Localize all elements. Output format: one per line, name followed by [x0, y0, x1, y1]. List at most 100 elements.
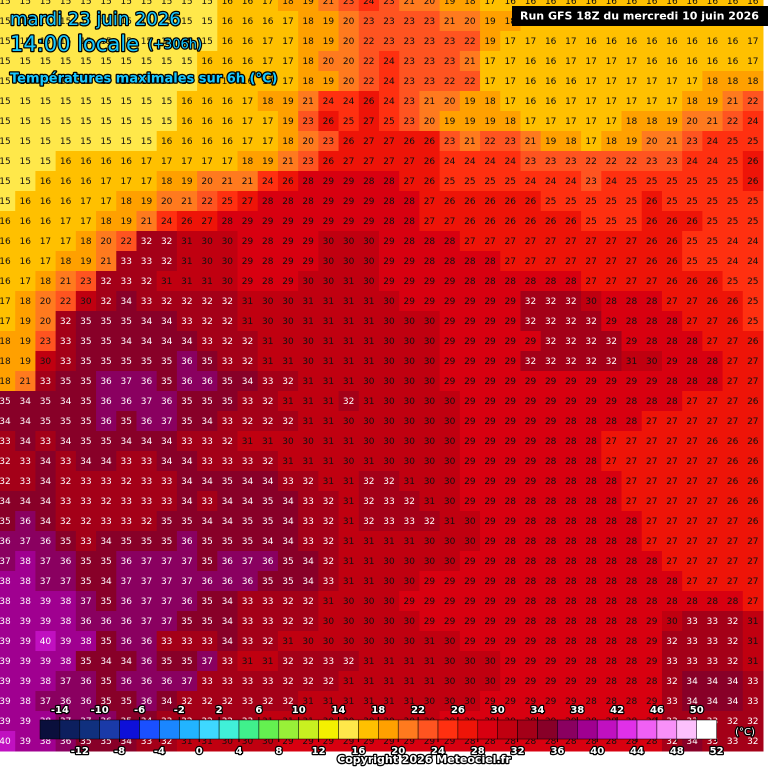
grid-cell — [116, 171, 137, 192]
grid-value: 28 — [525, 517, 537, 527]
grid-cell — [217, 191, 239, 212]
grid-value: 16 — [222, 137, 234, 147]
grid-value: 37 — [80, 597, 91, 607]
grid-value: 33 — [141, 297, 152, 307]
grid-value: 34 — [282, 517, 294, 527]
grid-value: 27 — [707, 457, 718, 467]
grid-value: 40 — [40, 637, 52, 647]
grid-cell — [338, 251, 360, 272]
grid-cell — [520, 231, 542, 252]
grid-value: 36 — [141, 377, 153, 387]
grid-value: 29 — [484, 557, 496, 567]
grid-value: 23 — [403, 117, 414, 127]
grid-value: 29 — [484, 537, 496, 547]
grid-cell — [601, 91, 623, 112]
grid-cell — [237, 31, 259, 52]
grid-value: 16 — [585, 0, 597, 7]
grid-value: 20 — [323, 57, 335, 67]
grid-cell — [237, 211, 259, 232]
grid-cell — [399, 131, 420, 152]
grid-cell — [439, 171, 461, 192]
grid-value: 34 — [0, 497, 11, 507]
grid-cell — [540, 231, 562, 252]
grid-value: 28 — [585, 597, 597, 607]
grid-value: 18 — [626, 117, 638, 127]
grid-cell — [682, 231, 703, 252]
grid-value: 34 — [161, 337, 173, 347]
grid-value: 33 — [121, 517, 132, 527]
grid-value: 17 — [121, 177, 132, 187]
grid-value: 33 — [242, 637, 253, 647]
grid-value: 27 — [626, 437, 637, 447]
grid-value: 15 — [141, 0, 152, 7]
colorbar-swatch — [676, 719, 697, 740]
grid-value: 16 — [0, 257, 11, 267]
grid-value: 30 — [403, 557, 415, 567]
grid-value: 25 — [383, 117, 394, 127]
grid-value: 30 — [343, 457, 355, 467]
grid-value: 27 — [424, 217, 435, 227]
grid-value: 27 — [686, 297, 697, 307]
grid-value: 33 — [262, 617, 273, 627]
grid-value: 35 — [80, 657, 91, 667]
grid-value: 31 — [363, 557, 374, 567]
grid-value: 34 — [686, 677, 698, 687]
grid-value: 15 — [0, 0, 11, 7]
grid-cell — [702, 171, 724, 192]
grid-value: 27 — [646, 417, 657, 427]
grid-value: 33 — [262, 677, 273, 687]
grid-cell — [116, 71, 137, 92]
grid-value: 17 — [585, 57, 596, 67]
grid-value: 28 — [626, 677, 638, 687]
grid-cell — [702, 211, 724, 232]
grid-value: 31 — [262, 657, 273, 667]
grid-value: 35 — [80, 377, 91, 387]
grid-value: 16 — [80, 177, 92, 187]
grid-value: 32 — [0, 477, 11, 487]
grid-cell — [621, 191, 643, 212]
grid-cell — [641, 171, 663, 192]
grid-cell — [722, 91, 744, 112]
colorbar-swatch — [616, 719, 638, 740]
grid-value: 35 — [161, 377, 172, 387]
grid-value: 28 — [545, 597, 557, 607]
grid-value: 16 — [525, 0, 537, 7]
grid-value: 26 — [707, 277, 719, 287]
grid-value: 28 — [505, 497, 517, 507]
grid-value: 24 — [606, 177, 618, 187]
grid-value: 30 — [403, 377, 415, 387]
grid-value: 30 — [40, 357, 52, 367]
grid-value: 28 — [626, 637, 638, 647]
grid-value: 37 — [141, 557, 152, 567]
grid-value: 30 — [444, 677, 456, 687]
grid-value: 29 — [565, 677, 577, 687]
grid-value: 39 — [19, 737, 31, 747]
grid-value: 16 — [242, 0, 254, 7]
grid-value: 15 — [161, 0, 172, 7]
grid-value: 32 — [242, 357, 253, 367]
grid-value: 32 — [201, 297, 212, 307]
grid-value: 15 — [161, 57, 172, 67]
grid-value: 19 — [323, 77, 335, 87]
grid-cell — [399, 31, 420, 52]
grid-value: 31 — [302, 417, 313, 427]
grid-cell — [661, 111, 683, 132]
grid-value: 39 — [19, 617, 31, 627]
grid-cell — [661, 131, 683, 152]
grid-value: 39 — [0, 637, 11, 647]
grid-value: 27 — [686, 417, 697, 427]
grid-value: 34 — [80, 457, 92, 467]
grid-value: 21 — [727, 97, 738, 107]
grid-value: 30 — [464, 677, 476, 687]
grid-value: 28 — [565, 537, 577, 547]
grid-value: 33 — [201, 437, 212, 447]
grid-value: 15 — [141, 57, 152, 67]
grid-value: 19 — [464, 97, 476, 107]
grid-value: 30 — [383, 637, 395, 647]
grid-cell — [15, 151, 36, 172]
grid-cell — [197, 171, 218, 192]
grid-value: 16 — [646, 0, 658, 7]
grid-cell — [197, 211, 218, 232]
grid-value: 31 — [383, 677, 394, 687]
grid-value: 33 — [222, 357, 233, 367]
